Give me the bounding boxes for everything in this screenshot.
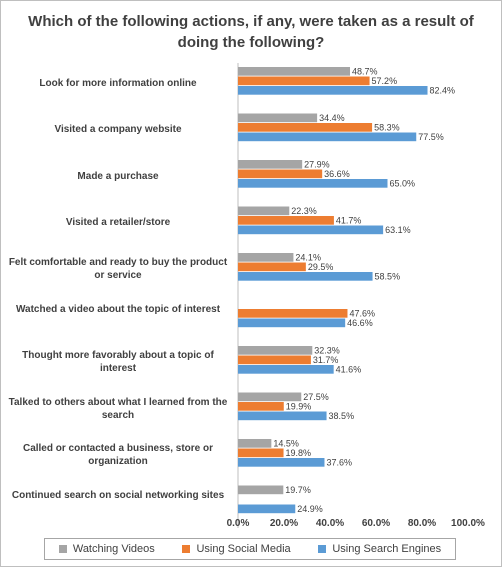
data-label: 19.9%: [286, 402, 312, 412]
data-label: 14.5%: [273, 439, 299, 449]
category-label: Felt comfortable and ready to buy the pr…: [8, 257, 228, 282]
bar: [238, 448, 284, 458]
category-label: Look for more information online: [39, 77, 197, 89]
bar: [238, 253, 294, 262]
data-label: 37.6%: [326, 458, 352, 468]
legend-label: Using Search Engines: [332, 543, 442, 555]
data-label: 47.6%: [349, 309, 375, 319]
data-label: 24.9%: [297, 504, 323, 514]
legend-swatch: [318, 545, 327, 553]
data-label: 19.7%: [285, 485, 311, 495]
x-tick-label: 60.0%: [362, 518, 390, 529]
data-label: 58.5%: [375, 272, 401, 282]
bar: [238, 216, 334, 225]
legend-item: Using Social Media: [182, 543, 291, 555]
data-label: 38.5%: [329, 411, 355, 421]
legend-item: Using Search Engines: [318, 543, 441, 555]
bar: [238, 346, 313, 355]
bar: [238, 67, 351, 76]
bar: [238, 132, 417, 142]
bar: [238, 76, 370, 86]
bar: [238, 318, 346, 328]
bar: [238, 439, 272, 448]
data-label: 24.1%: [295, 253, 321, 263]
bar: [238, 272, 373, 281]
bar: [238, 392, 302, 402]
data-label: 29.5%: [308, 262, 334, 272]
category-label: Made a purchase: [77, 170, 159, 182]
bar: [238, 86, 428, 95]
category-label: Visited a company website: [54, 124, 182, 136]
data-label: 57.2%: [372, 76, 398, 86]
data-label: 27.9%: [304, 160, 330, 170]
data-label: 48.7%: [352, 67, 378, 77]
x-tick-label: 20.0%: [270, 518, 298, 529]
category-label: Continued search on social networking si…: [11, 489, 225, 501]
data-label: 22.3%: [291, 206, 317, 216]
data-label: 32.3%: [314, 346, 340, 356]
bar: [238, 485, 284, 495]
bar: [238, 113, 318, 123]
bar: [238, 179, 388, 188]
data-label: 82.4%: [430, 86, 456, 96]
chart-title: Which of the following actions, if any, …: [28, 13, 474, 51]
legend-label: Using Social Media: [196, 543, 291, 555]
bar: [238, 504, 296, 514]
data-label: 19.8%: [286, 448, 312, 458]
data-label: 46.6%: [347, 318, 373, 328]
category-label: Thought more favorably about a topic of …: [22, 350, 214, 375]
category-label: Talked to others about what I learned fr…: [8, 396, 228, 421]
category-label: Called or contacted a business, store or…: [22, 443, 214, 468]
bar: [238, 411, 327, 421]
bar: [238, 262, 306, 272]
bar: [238, 309, 348, 318]
x-tick-label: 40.0%: [316, 518, 344, 529]
bar: [238, 355, 311, 365]
bar: [238, 160, 303, 169]
data-label: 41.6%: [336, 365, 362, 375]
chart-legend: Watching Videos Using Social Media Using S…: [44, 538, 456, 560]
data-label: 31.7%: [313, 355, 339, 365]
data-label: 34.4%: [319, 113, 345, 123]
data-label: 65.0%: [390, 179, 416, 189]
legend-swatch: [182, 545, 191, 553]
legend-label: Watching Videos: [72, 543, 155, 555]
x-tick-label: 100.0%: [451, 518, 485, 529]
bar: [238, 365, 334, 374]
x-tick-label: 80.0%: [408, 518, 436, 529]
bar: [238, 206, 290, 216]
data-label: 58.3%: [374, 123, 400, 133]
data-label: 77.5%: [418, 132, 444, 142]
bar: [238, 402, 284, 411]
bar: [238, 458, 325, 467]
legend-item: Watching Videos: [58, 543, 155, 555]
bar: [238, 123, 373, 132]
category-label: Visited a retailer/store: [65, 217, 171, 229]
data-label: 63.1%: [385, 225, 411, 235]
bar: [238, 169, 323, 179]
data-label: 41.7%: [336, 216, 362, 226]
legend-swatch: [58, 545, 67, 553]
bar: [238, 225, 384, 235]
data-label: 27.5%: [303, 392, 329, 402]
category-label: Watched a video about the topic of inter…: [15, 303, 221, 315]
x-tick-label: 0.0%: [227, 518, 250, 529]
data-label: 36.6%: [324, 169, 350, 179]
